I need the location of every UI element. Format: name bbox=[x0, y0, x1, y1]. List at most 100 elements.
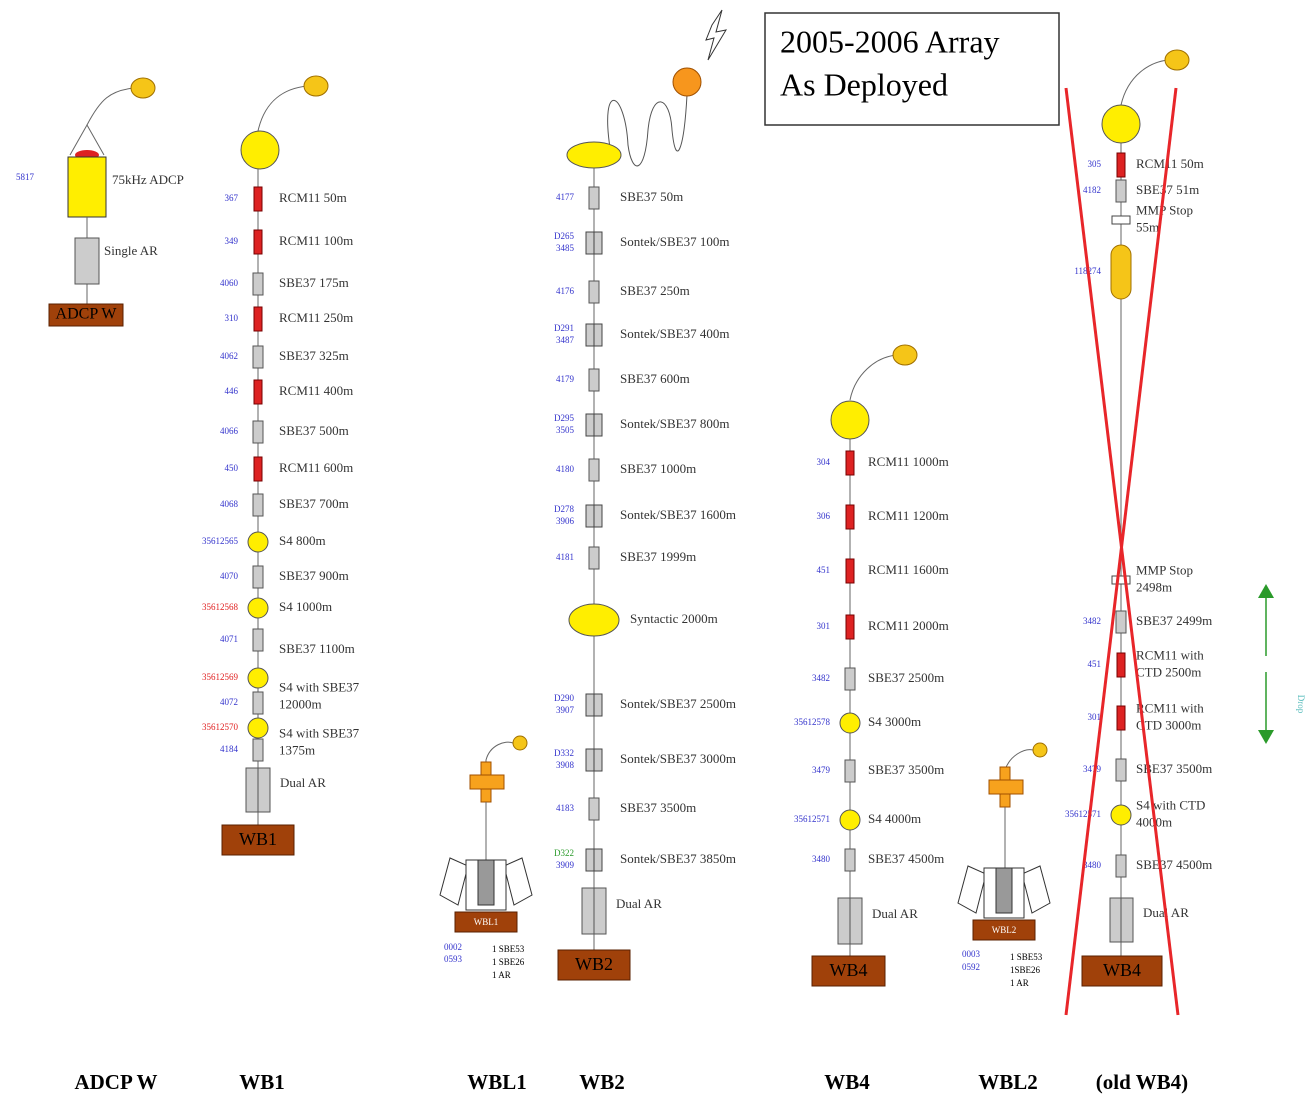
sbe37 bbox=[588, 797, 600, 821]
serial: D332 bbox=[554, 748, 574, 758]
s4 bbox=[1110, 804, 1132, 826]
serial: D291 bbox=[554, 323, 574, 333]
rcm11 bbox=[1116, 652, 1126, 678]
instrument-label: SBE37 250m bbox=[620, 283, 690, 298]
serial: 3909 bbox=[556, 860, 575, 870]
instrument-label: Sontek/SBE37 100m bbox=[620, 234, 729, 249]
instrument-label: RCM11 250m bbox=[279, 310, 353, 325]
cross-out bbox=[1064, 87, 1180, 1016]
mmp-stop bbox=[1111, 215, 1131, 225]
anchor-label: WB4 bbox=[830, 960, 868, 980]
serial: 451 bbox=[817, 565, 831, 575]
buoy bbox=[130, 77, 156, 99]
float bbox=[566, 141, 622, 169]
instrument-label: S4 with CTD bbox=[1136, 797, 1205, 812]
serial: 4177 bbox=[556, 192, 575, 202]
surface-buoy bbox=[672, 67, 702, 97]
instrument-label: Sontek/SBE37 400m bbox=[620, 326, 729, 341]
serial: 35612565 bbox=[202, 536, 239, 546]
release-label: Dual AR bbox=[616, 896, 662, 911]
buoy bbox=[303, 75, 329, 97]
serial: 4072 bbox=[220, 697, 238, 707]
wire bbox=[607, 94, 688, 167]
instrument-label: RCM11 50m bbox=[1136, 156, 1204, 171]
s4 bbox=[839, 809, 861, 831]
instrument-label: S4 with SBE37 bbox=[279, 725, 360, 740]
mooring-name: WB2 bbox=[579, 1070, 625, 1094]
serial: 349 bbox=[225, 236, 239, 246]
instrument-label: SBE37 1000m bbox=[620, 461, 696, 476]
rcm11 bbox=[253, 456, 263, 482]
rcm11 bbox=[845, 450, 855, 476]
serial: 4179 bbox=[556, 374, 575, 384]
mooring-name: WB4 bbox=[824, 1070, 870, 1094]
layout: 2005-2006 Array As Deployed ADCP W 5817 … bbox=[16, 9, 1306, 988]
serial: 4182 bbox=[1083, 185, 1101, 195]
sbe37 bbox=[252, 345, 264, 369]
rcm11 bbox=[253, 186, 263, 212]
sbe37 bbox=[252, 691, 264, 715]
mooring-name: WBL2 bbox=[978, 1070, 1038, 1094]
mmp-stop bbox=[1111, 575, 1131, 585]
s4 bbox=[247, 597, 269, 619]
instrument-label: Sontek/SBE37 3850m bbox=[620, 851, 736, 866]
serial: 450 bbox=[225, 463, 239, 473]
drop-arrow: Drop bbox=[1258, 584, 1306, 744]
serial: 4184 bbox=[220, 744, 239, 754]
anchor bbox=[1081, 955, 1163, 987]
serial: 4183 bbox=[556, 803, 575, 813]
instrument-label: RCM11 100m bbox=[279, 233, 353, 248]
release-label: Dual AR bbox=[872, 906, 918, 921]
anchor bbox=[221, 824, 295, 856]
sbe37 bbox=[252, 628, 264, 652]
sbe37 bbox=[844, 667, 856, 691]
rcm11 bbox=[253, 229, 263, 255]
serial: 0003 bbox=[962, 949, 981, 959]
serial: 4176 bbox=[556, 286, 575, 296]
sbe37 bbox=[252, 272, 264, 296]
mooring-name: WBL1 bbox=[467, 1070, 527, 1094]
wire bbox=[86, 87, 136, 126]
sbe37 bbox=[1115, 758, 1127, 782]
serial: 35612571 bbox=[794, 814, 830, 824]
float bbox=[830, 400, 870, 440]
release-label: Dual AR bbox=[280, 775, 326, 790]
instrument-label: Sontek/SBE37 3000m bbox=[620, 751, 736, 766]
lander-content: 1SBE26 bbox=[1010, 965, 1041, 975]
serial: 3907 bbox=[556, 705, 575, 715]
instrument-label: RCM11 with bbox=[1136, 700, 1204, 715]
serial: 4060 bbox=[220, 278, 239, 288]
instrument-label: SBE37 3500m bbox=[868, 762, 944, 777]
mmp-profiler bbox=[1110, 244, 1132, 300]
bridle bbox=[69, 123, 105, 156]
instrument-label: 2498m bbox=[1136, 579, 1172, 594]
instrument-label: SBE37 700m bbox=[279, 496, 349, 511]
rcm11 bbox=[253, 379, 263, 405]
serial: 4181 bbox=[556, 552, 574, 562]
serial: 35612570 bbox=[202, 722, 239, 732]
instrument-label: SBE37 50m bbox=[620, 189, 683, 204]
serial: 4062 bbox=[220, 351, 238, 361]
wire bbox=[257, 85, 309, 132]
sbe37 bbox=[844, 759, 856, 783]
instrument-label: 1375m bbox=[279, 742, 315, 757]
s4 bbox=[839, 712, 861, 734]
lander: WBL2 0003 0592 1 SBE53 1SBE26 1 AR bbox=[957, 742, 1051, 988]
instrument-label: RCM11 400m bbox=[279, 383, 353, 398]
serial: 3485 bbox=[556, 243, 575, 253]
serial: 35612571 bbox=[1065, 809, 1101, 819]
instrument-label: CTD 2500m bbox=[1136, 664, 1201, 679]
instrument-label: SBE37 2500m bbox=[868, 670, 944, 685]
instrument-label: SBE37 3500m bbox=[1136, 761, 1212, 776]
serial: 3479 bbox=[1083, 764, 1102, 774]
sbe37 bbox=[588, 458, 600, 482]
serial: 4180 bbox=[556, 464, 575, 474]
anchor-label: WB1 bbox=[239, 829, 277, 849]
sbe37 bbox=[588, 368, 600, 392]
sbe37 bbox=[1115, 854, 1127, 878]
anchor bbox=[811, 955, 886, 987]
instrument-label: RCM11 1600m bbox=[868, 562, 949, 577]
lander-content: 1 SBE53 bbox=[492, 944, 525, 954]
serial: 3480 bbox=[1083, 860, 1102, 870]
